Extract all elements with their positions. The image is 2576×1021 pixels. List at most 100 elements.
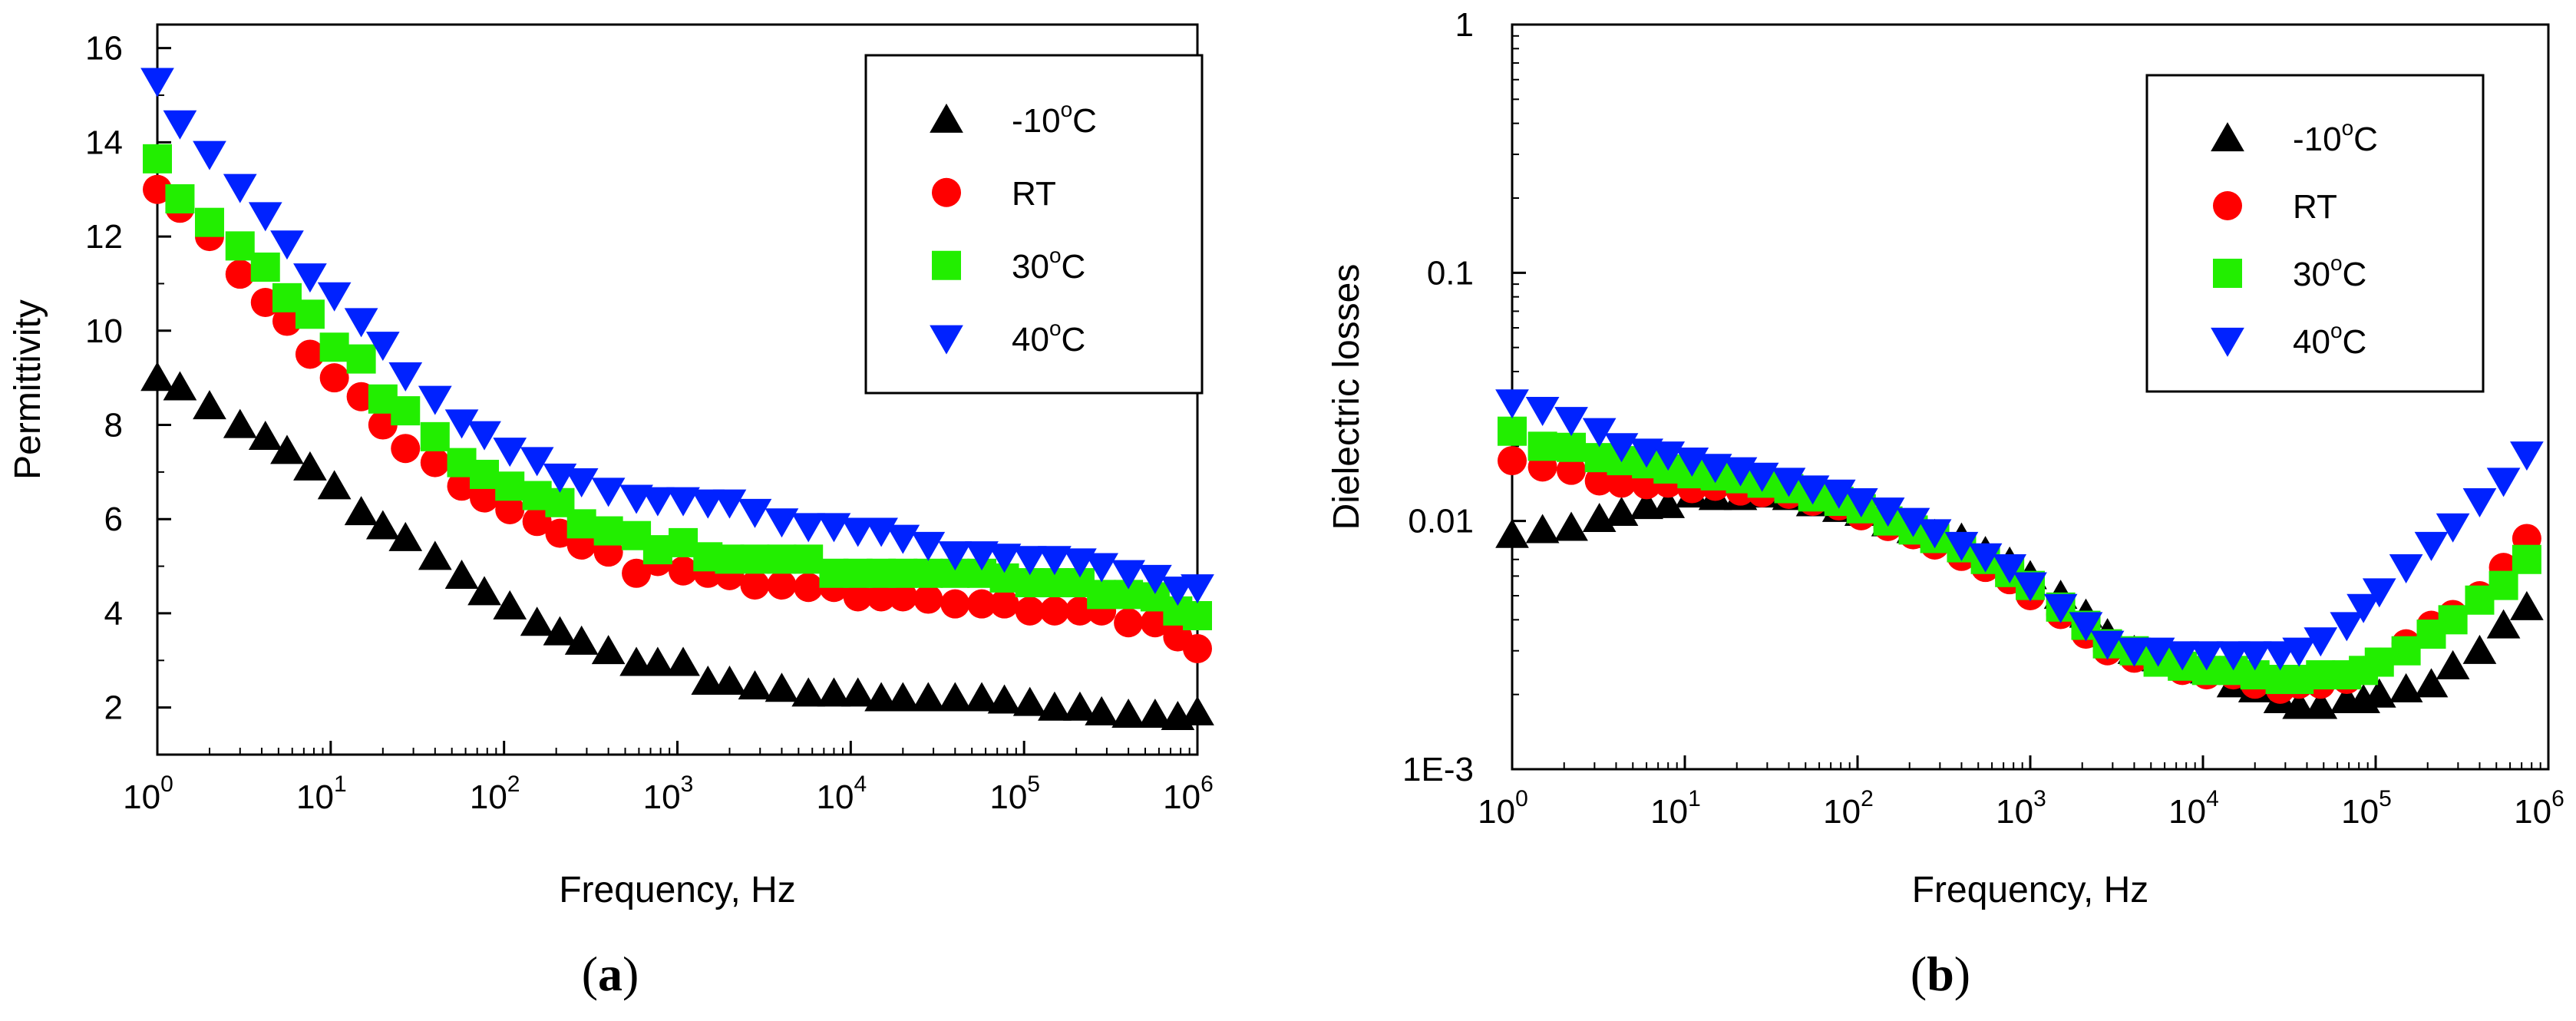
legend-marker: [2213, 191, 2242, 220]
data-point: [2436, 649, 2470, 679]
y-tick-label: 14: [85, 124, 123, 161]
data-point: [2043, 593, 2078, 623]
data-point: [140, 68, 174, 97]
data-point: [163, 371, 197, 401]
data-point: [1181, 574, 1214, 604]
data-point: [1015, 596, 1045, 626]
data-point: [666, 487, 700, 517]
data-point: [1844, 487, 1878, 517]
data-point: [520, 606, 554, 636]
data-point: [520, 447, 554, 477]
x-tick-label: 105: [989, 772, 1040, 816]
data-point: [1630, 490, 1663, 520]
data-point: [272, 306, 302, 336]
data-point: [522, 507, 552, 537]
legend-marker: [930, 325, 963, 355]
data-point: [987, 544, 1022, 573]
data-point: [564, 625, 599, 655]
data-point: [1114, 608, 1144, 638]
legend-label: 30oC: [2293, 251, 2366, 293]
data-point: [642, 535, 672, 565]
data-point: [2362, 578, 2396, 608]
data-point: [223, 408, 257, 438]
data-point: [2306, 660, 2336, 690]
x-axis-title: Frequency, Hz: [559, 870, 796, 910]
data-point: [938, 541, 973, 571]
data-point: [911, 682, 946, 712]
data-point: [940, 589, 970, 619]
data-point: [2117, 637, 2152, 667]
legend-marker: [2211, 327, 2244, 357]
data-point: [2436, 513, 2470, 543]
data-point: [493, 590, 527, 620]
data-point: [270, 230, 304, 260]
legend-label: -10oC: [1012, 97, 1097, 140]
data-point: [841, 517, 875, 547]
data-point: [938, 682, 973, 712]
data-point: [2462, 487, 2497, 517]
data-point: [317, 282, 352, 312]
data-point: [1554, 511, 1588, 541]
data-point: [248, 420, 282, 450]
legend-label: 30oC: [1012, 243, 1085, 286]
legend-box: [2145, 74, 2485, 393]
series-3: [140, 68, 1214, 606]
data-point: [1498, 446, 1527, 476]
y-tick-label: 1E-3: [1402, 751, 1474, 788]
data-point: [1495, 518, 1529, 548]
x-tick-label: 101: [1650, 786, 1701, 831]
data-point: [740, 570, 770, 600]
data-point: [1821, 479, 1856, 509]
y-tick-label: 6: [104, 501, 123, 538]
data-point: [346, 344, 376, 374]
data-point: [1138, 698, 1172, 728]
data-point: [2389, 554, 2423, 584]
data-point: [2414, 531, 2449, 561]
data-point: [1039, 596, 1069, 626]
data-point: [622, 558, 652, 588]
data-point: [1917, 519, 1952, 549]
data-point: [447, 471, 477, 501]
data-point: [1604, 433, 1639, 463]
data-point: [1554, 407, 1588, 437]
data-point: [2510, 590, 2544, 620]
data-point: [225, 259, 255, 289]
data-point: [864, 682, 898, 712]
data-point: [738, 670, 772, 700]
data-point: [791, 513, 826, 543]
chart-panel-a: 100 101 102 103 104 105 106 2 4 6 8 10 12 14 16 Frequen…: [8, 23, 1214, 1001]
data-point: [2090, 630, 2125, 660]
data-point: [1140, 608, 1170, 638]
data-point: [2165, 641, 2200, 671]
y-tick-label: 2: [104, 689, 123, 727]
data-point: [1012, 546, 1047, 576]
data-point: [225, 231, 255, 261]
data-point: [1038, 546, 1072, 576]
data-point: [888, 558, 918, 588]
data-point: [248, 202, 282, 232]
data-point: [470, 483, 500, 513]
data-point: [2510, 441, 2544, 471]
data-point: [913, 558, 943, 588]
data-point: [420, 421, 450, 451]
data-point: [2330, 612, 2364, 642]
data-point: [365, 332, 400, 362]
data-point: [1896, 507, 1930, 537]
data-point: [293, 263, 327, 293]
data-point: [295, 299, 325, 329]
data-point: [1138, 564, 1172, 594]
data-point: [886, 524, 920, 554]
data-point: [143, 144, 172, 173]
y-tick-label: 8: [104, 407, 123, 444]
data-point: [1772, 468, 1806, 497]
data-point: [165, 184, 195, 214]
y-axis-title: Permittivity: [8, 299, 48, 480]
data-point: [388, 521, 423, 551]
data-point: [194, 207, 224, 237]
x-tick-label: 100: [1478, 786, 1528, 831]
data-point: [767, 570, 797, 600]
data-point: [270, 435, 304, 464]
x-axis-title: Frequency, Hz: [1912, 870, 2149, 910]
legend-label: RT: [2293, 188, 2337, 226]
data-point: [2189, 641, 2224, 671]
